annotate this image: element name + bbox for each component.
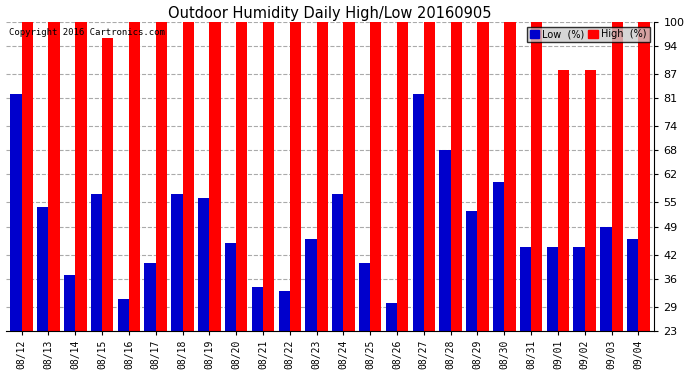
- Bar: [531, 22, 542, 331]
- Bar: [584, 70, 596, 331]
- Title: Outdoor Humidity Daily High/Low 20160905: Outdoor Humidity Daily High/Low 20160905: [168, 6, 492, 21]
- Legend: Low  (%), High  (%): Low (%), High (%): [526, 27, 649, 42]
- Bar: [317, 22, 328, 331]
- Bar: [466, 210, 477, 331]
- Bar: [440, 150, 451, 331]
- Bar: [359, 263, 371, 331]
- Bar: [424, 22, 435, 331]
- Bar: [344, 22, 355, 331]
- Bar: [171, 195, 183, 331]
- Bar: [546, 247, 558, 331]
- Bar: [252, 287, 263, 331]
- Bar: [91, 195, 102, 331]
- Bar: [386, 303, 397, 331]
- Bar: [198, 198, 209, 331]
- Text: Copyright 2016 Cartronics.com: Copyright 2016 Cartronics.com: [9, 28, 165, 37]
- Bar: [64, 275, 75, 331]
- Bar: [102, 38, 113, 331]
- Bar: [493, 182, 504, 331]
- Bar: [600, 226, 611, 331]
- Bar: [183, 22, 194, 331]
- Bar: [332, 195, 344, 331]
- Bar: [129, 22, 140, 331]
- Bar: [21, 22, 33, 331]
- Bar: [117, 299, 129, 331]
- Bar: [37, 207, 48, 331]
- Bar: [573, 247, 584, 331]
- Bar: [10, 94, 21, 331]
- Bar: [638, 22, 649, 331]
- Bar: [451, 22, 462, 331]
- Bar: [305, 238, 317, 331]
- Bar: [627, 238, 638, 331]
- Bar: [48, 22, 60, 331]
- Bar: [75, 22, 86, 331]
- Bar: [279, 291, 290, 331]
- Bar: [144, 263, 156, 331]
- Bar: [209, 22, 221, 331]
- Bar: [611, 22, 623, 331]
- Bar: [371, 22, 382, 331]
- Bar: [477, 22, 489, 331]
- Bar: [290, 22, 301, 331]
- Bar: [236, 22, 248, 331]
- Bar: [504, 22, 515, 331]
- Bar: [558, 70, 569, 331]
- Bar: [520, 247, 531, 331]
- Bar: [225, 243, 236, 331]
- Bar: [397, 22, 408, 331]
- Bar: [263, 22, 274, 331]
- Bar: [413, 94, 424, 331]
- Bar: [156, 22, 167, 331]
